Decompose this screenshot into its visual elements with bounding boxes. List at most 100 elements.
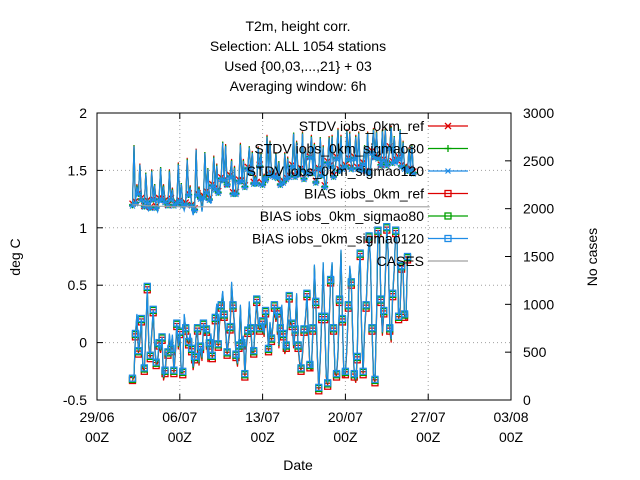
legend-marker xyxy=(444,212,452,220)
data-point xyxy=(241,184,249,191)
legend-entry: BIAS iobs_0km_ref xyxy=(304,186,468,202)
data-point xyxy=(259,182,267,189)
data-point xyxy=(326,275,335,284)
data-point xyxy=(386,324,394,332)
title-line-1: T2m, height corr. xyxy=(245,18,350,34)
data-point xyxy=(353,352,361,361)
data-point xyxy=(392,226,400,234)
data-point xyxy=(255,324,264,332)
data-point xyxy=(365,232,373,240)
legend-marker xyxy=(444,234,452,243)
marker-stroke xyxy=(348,166,355,173)
data-point xyxy=(211,313,219,321)
data-point xyxy=(185,337,193,346)
data-point xyxy=(214,190,222,197)
marker-stroke xyxy=(395,155,402,162)
data-point xyxy=(315,166,323,173)
data-point xyxy=(196,342,205,350)
marker-stroke xyxy=(315,166,322,173)
marker-stroke xyxy=(398,164,405,170)
marker-stroke xyxy=(218,176,225,183)
y2-tick-label: 1500 xyxy=(523,249,554,265)
marker-stroke xyxy=(203,190,210,197)
marker-stroke xyxy=(271,174,278,181)
marker-stroke xyxy=(200,195,207,201)
data-point xyxy=(321,312,329,320)
legend-label: BIAS iobs_0km_sigmao80 xyxy=(260,208,424,224)
data-point xyxy=(403,252,412,261)
data-point xyxy=(356,166,364,173)
marker-stroke xyxy=(386,145,393,152)
y-tick-label: 2 xyxy=(79,105,87,121)
data-point xyxy=(226,322,234,331)
series-5 xyxy=(128,223,412,392)
data-point xyxy=(176,198,184,205)
marker-stroke xyxy=(312,180,319,186)
legend-label: BIAS iobs_0km_sigmao120 xyxy=(252,231,424,247)
legend-label: STDV iobs_0km_sigmao80 xyxy=(254,141,424,157)
x-tick-label: 06/07 xyxy=(162,409,197,425)
y-tick-label: 0.5 xyxy=(68,277,88,293)
marker-stroke xyxy=(333,155,340,162)
data-point xyxy=(220,177,228,184)
marker-stroke xyxy=(247,169,254,176)
data-point xyxy=(202,325,211,333)
data-point xyxy=(374,226,382,234)
legend-entry: STDV iobs_0km_sigmao120 xyxy=(247,163,468,179)
legend-label: BIAS iobs_0km_ref xyxy=(304,186,424,202)
marker-stroke xyxy=(135,191,142,198)
data-point xyxy=(312,297,320,305)
legend-marker xyxy=(444,189,452,198)
legend-marker xyxy=(444,145,452,152)
marker-stroke xyxy=(286,174,293,181)
data-point xyxy=(279,329,287,338)
x-tick-label-hour: 00Z xyxy=(499,429,524,445)
data-point xyxy=(380,158,388,165)
marker-stroke xyxy=(241,184,248,191)
data-point xyxy=(143,282,151,290)
data-point xyxy=(205,197,213,204)
data-point xyxy=(191,207,199,214)
data-point xyxy=(161,366,169,374)
data-point xyxy=(179,367,187,375)
marker-stroke xyxy=(274,175,281,182)
data-point xyxy=(152,205,160,212)
title-line-4: Averaging window: 6h xyxy=(230,78,367,94)
data-point xyxy=(137,197,145,204)
data-point xyxy=(365,170,373,177)
data-point xyxy=(300,325,308,333)
y-tick-label: 1 xyxy=(79,220,87,236)
data-point xyxy=(318,173,326,180)
data-point xyxy=(208,351,216,359)
marker-stroke xyxy=(176,198,183,205)
series-6 xyxy=(132,204,430,208)
y2-tick-label: 500 xyxy=(523,344,547,360)
legend-marker xyxy=(444,168,452,174)
marker-stroke xyxy=(209,183,216,190)
data-point xyxy=(291,325,299,333)
data-point xyxy=(229,301,237,309)
data-point xyxy=(256,164,264,170)
data-point xyxy=(359,161,367,168)
data-point xyxy=(397,262,406,270)
marker-stroke xyxy=(306,154,313,161)
data-point xyxy=(303,289,311,297)
data-point xyxy=(383,223,391,231)
data-point xyxy=(285,174,293,181)
x-axis-label: Date xyxy=(283,457,313,473)
data-point xyxy=(294,172,302,178)
data-point xyxy=(368,324,376,332)
data-point xyxy=(267,334,276,342)
data-point xyxy=(297,364,305,372)
data-point xyxy=(300,176,308,183)
data-point xyxy=(282,341,290,349)
data-point xyxy=(309,324,317,332)
marker-stroke xyxy=(298,167,304,174)
legend-label: STDV iobs_0km_ref xyxy=(299,118,424,134)
data-point xyxy=(371,375,379,383)
data-point xyxy=(332,369,341,378)
data-point xyxy=(389,289,397,297)
data-point xyxy=(383,162,391,169)
data-point xyxy=(306,154,314,161)
